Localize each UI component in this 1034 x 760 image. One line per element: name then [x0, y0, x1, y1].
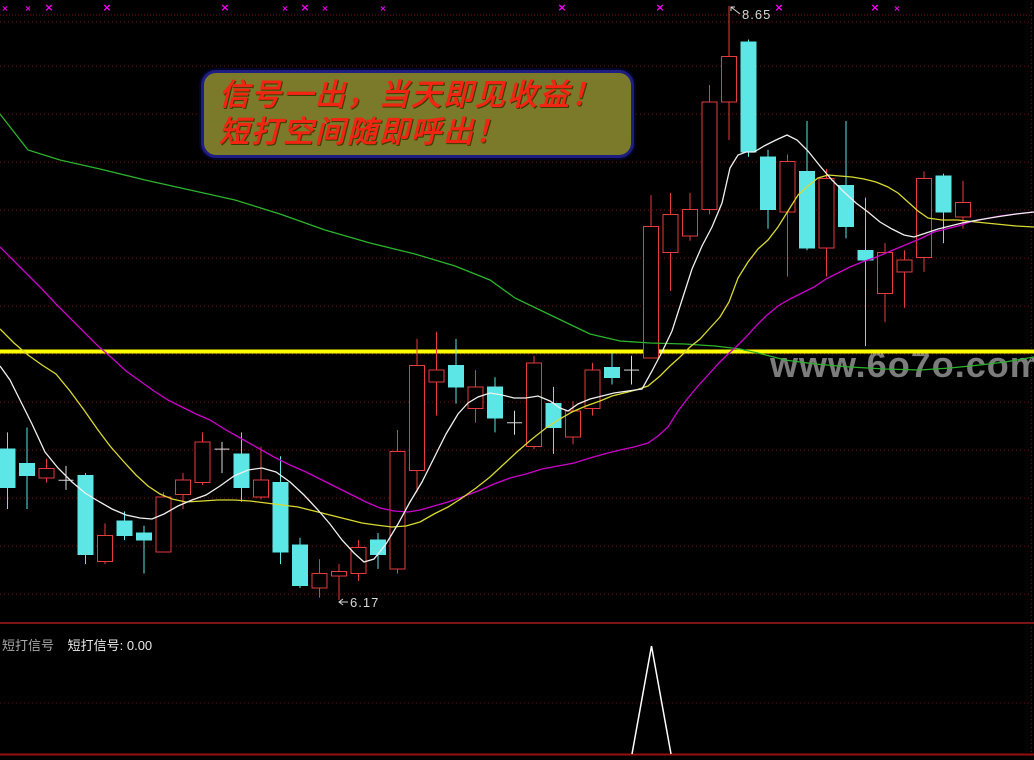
ma-yellow-line	[0, 174, 1034, 528]
sell-marker-icon: ×	[322, 4, 329, 13]
sell-marker-icon: ×	[102, 1, 111, 14]
candle	[136, 525, 152, 574]
candle	[194, 432, 211, 486]
sell-marker-icon: ×	[774, 1, 783, 14]
sell-marker-icon: ×	[870, 1, 879, 14]
candle	[721, 6, 737, 141]
low-arrow-icon	[338, 598, 344, 606]
candle	[955, 180, 971, 229]
candle	[38, 458, 55, 483]
sell-marker-icon: ×	[380, 4, 387, 13]
ma-magenta-line	[0, 211, 1034, 513]
high-arrow-icon	[730, 6, 735, 11]
indicator-labels: 短打信号 短打信号: 0.00	[2, 635, 152, 654]
promo-banner: 信号一出，当天即见收益！ 短打空间随即呼出！	[201, 70, 634, 158]
sell-marker-icon: ×	[25, 4, 32, 13]
candle	[428, 331, 445, 416]
candle	[311, 559, 328, 598]
candle	[272, 456, 289, 565]
candle	[896, 250, 913, 308]
promo-banner-line1: 信号一出，当天即见收益！	[219, 79, 603, 112]
candle	[448, 338, 464, 404]
candle	[487, 377, 503, 433]
candle	[799, 120, 815, 251]
candle	[292, 537, 308, 589]
candle	[233, 432, 250, 502]
candle	[409, 338, 425, 493]
candle	[818, 168, 835, 277]
candle	[545, 386, 562, 454]
sell-marker-icon: ×	[220, 1, 229, 14]
candle	[116, 511, 133, 541]
sell-marker-icon: ×	[557, 1, 566, 14]
candle	[779, 154, 796, 277]
indicator-name-label[interactable]: 短打信号	[2, 638, 55, 653]
candle	[740, 39, 757, 157]
candle	[838, 120, 854, 239]
candle	[701, 85, 718, 215]
candle	[331, 564, 347, 601]
signal-triangle-icon	[631, 645, 672, 755]
candle	[857, 197, 874, 347]
promo-banner-line2: 短打空间随即呼出！	[219, 116, 507, 149]
candle	[350, 540, 367, 581]
candle	[526, 355, 542, 450]
candle	[155, 492, 172, 553]
sell-marker-icon: ×	[655, 1, 664, 14]
sell-marker-icon: ×	[44, 1, 53, 14]
candle	[58, 465, 74, 490]
sell-marker-icon: ×	[282, 4, 289, 13]
candle	[77, 473, 94, 565]
candle	[214, 441, 230, 474]
candle	[643, 195, 659, 359]
candle	[507, 410, 522, 435]
indicator-value-label: 短打信号: 0.00	[67, 638, 153, 653]
sell-marker-icon: ×	[300, 1, 309, 14]
candle	[253, 446, 269, 500]
candle	[97, 523, 113, 565]
candle	[935, 173, 952, 244]
sell-marker-icon: ×	[894, 4, 901, 13]
candle	[19, 427, 35, 509]
ma-green-line	[0, 113, 1034, 371]
ma-white-line	[0, 134, 1034, 563]
high-price-label: 8.65	[742, 7, 772, 22]
high-arrow-icon	[730, 6, 741, 15]
candle	[565, 401, 581, 445]
low-price-label: 6.17	[350, 595, 380, 610]
candle	[389, 429, 406, 574]
candle	[604, 353, 620, 385]
candle	[584, 362, 601, 416]
candle	[467, 370, 484, 423]
candle	[916, 171, 932, 272]
candle	[370, 532, 386, 569]
candle	[877, 243, 893, 323]
candle	[682, 192, 698, 241]
candle	[0, 432, 16, 509]
candle	[662, 192, 679, 292]
candle	[624, 355, 639, 385]
candle	[760, 149, 776, 229]
sell-marker-icon: ×	[2, 4, 9, 13]
